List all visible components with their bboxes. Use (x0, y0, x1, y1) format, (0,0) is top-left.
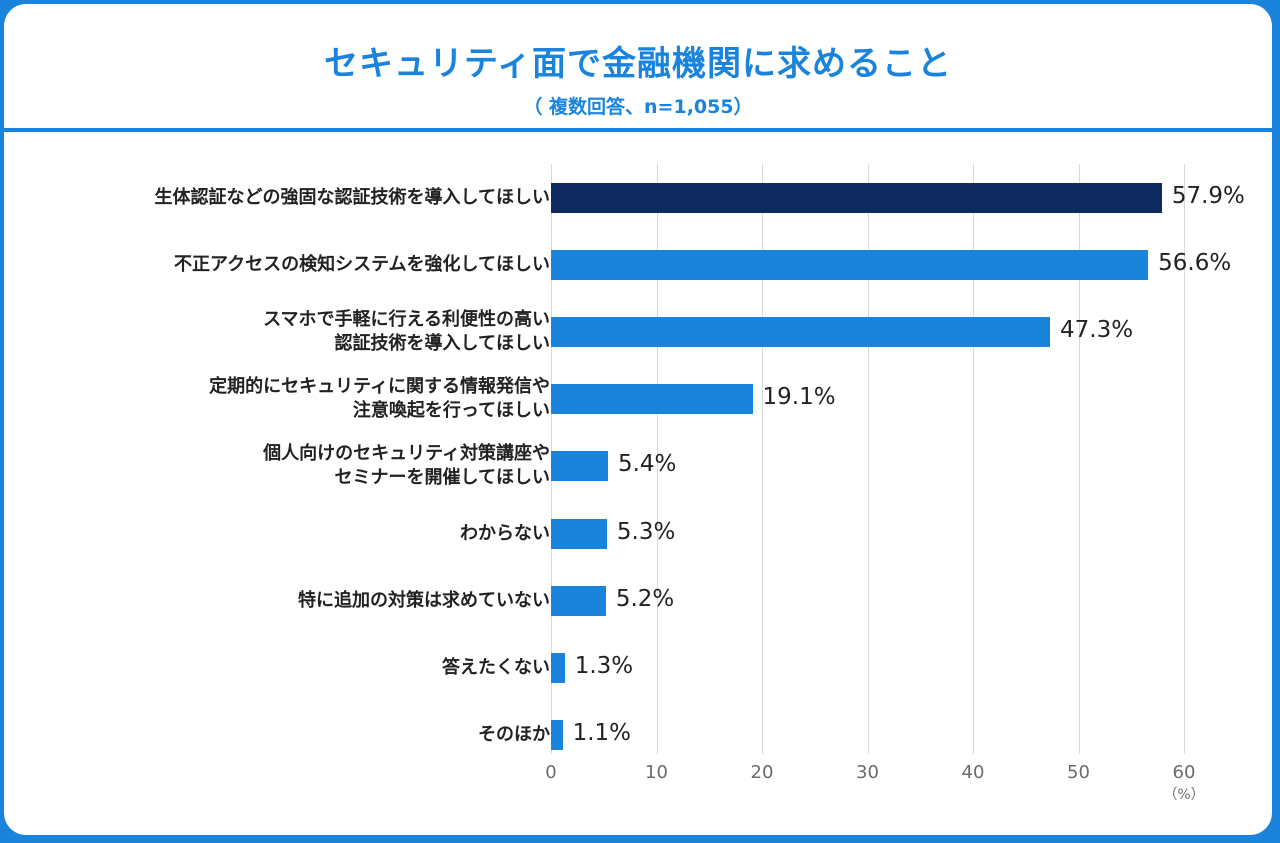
value-label: 47.3% (1060, 317, 1134, 344)
category-label: わからない (460, 522, 550, 544)
value-label: 5.3% (616, 518, 676, 545)
category-label: 生体認証などの強固な認証技術を導入してほしい (154, 187, 550, 208)
bar (551, 250, 1149, 281)
x-tick-label: 50 (1067, 762, 1090, 783)
x-tick-label: 10 (645, 762, 668, 783)
value-label: 1.3% (574, 652, 634, 679)
chart-title: セキュリティ面で金融機関に求めること (324, 44, 952, 84)
gridline (1078, 164, 1080, 754)
gridline (867, 164, 869, 754)
gridline (973, 164, 974, 754)
bar (551, 384, 753, 415)
chart-header: セキュリティ面で金融機関に求めること （ 複数回答、n=1,055） (4, 4, 1272, 132)
bar (551, 719, 563, 750)
category-label: 個人向けのセキュリティ対策講座や セミナーを開催してほしい (263, 443, 550, 489)
x-tick-label: 20 (750, 762, 774, 783)
gridline (1184, 164, 1185, 754)
gridline (762, 164, 763, 754)
bar (551, 317, 1050, 348)
x-tick-label: 40 (961, 762, 985, 783)
value-label: 57.9% (1171, 183, 1245, 209)
value-label: 56.6% (1158, 250, 1232, 277)
gridline (656, 164, 658, 754)
category-label: 不正アクセスの検知システムを強化してほしい (173, 254, 550, 276)
bar (551, 652, 565, 683)
value-label: 19.1% (762, 384, 836, 411)
x-tick-label: 30 (856, 762, 879, 783)
bar (551, 183, 1162, 213)
value-label: 1.1% (572, 719, 632, 746)
x-tick-label: 60 (1172, 762, 1196, 783)
bar (551, 451, 608, 482)
chart-frame: セキュリティ面で金融機関に求めること （ 複数回答、n=1,055） (4, 4, 1272, 835)
bar (551, 518, 607, 549)
category-label: 答えたくない (442, 656, 550, 678)
chart-subtitle: （ 複数回答、n=1,055） (523, 96, 753, 118)
category-label: スマホで手軽に行える利便性の高い 認証技術を導入してほしい (263, 309, 550, 355)
x-unit-label: （%） (1163, 787, 1205, 803)
category-label: 定期的にセキュリティに関する情報発信や 注意喚起を行ってほしい (209, 376, 550, 422)
category-label: 特に追加の対策は求めていない (298, 589, 550, 611)
x-tick-label: 0 (545, 762, 557, 783)
value-label: 5.4% (617, 451, 677, 478)
value-label: 5.2% (615, 585, 675, 612)
category-label: そのほか (478, 723, 550, 745)
bar (551, 585, 606, 616)
